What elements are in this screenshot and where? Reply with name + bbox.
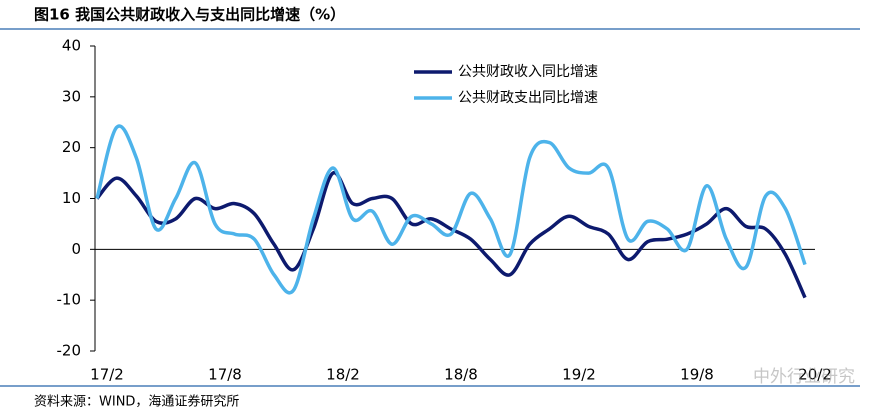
- source: 资料来源：WIND，海通证券研究所: [34, 394, 239, 410]
- x-tick-label: 20/2: [798, 366, 832, 384]
- x-tick-label: 18/8: [444, 366, 478, 384]
- x-tick-label: 19/8: [680, 366, 714, 384]
- y-tick-label: 30: [62, 87, 81, 105]
- series-line: [95, 171, 807, 299]
- x-tick-label: 17/2: [90, 366, 124, 384]
- x-tick-label: 19/2: [562, 366, 596, 384]
- chart-title: 图16 我国公共财政收入与支出同比增速（%）: [34, 6, 345, 24]
- y-tick-label: 0: [71, 240, 81, 258]
- x-tick-label: 18/2: [326, 366, 360, 384]
- y-tick-label: -10: [57, 291, 82, 309]
- y-tick-label: 10: [62, 189, 81, 207]
- x-tick-label: 17/8: [208, 366, 242, 384]
- y-tick-label: 40: [62, 37, 81, 55]
- series-line: [95, 124, 807, 295]
- legend-label: 公共财政收入同比增速: [458, 64, 598, 80]
- y-tick-label: -20: [57, 342, 82, 360]
- y-tick-label: 20: [62, 138, 81, 156]
- watermark: 中外行业研究: [753, 367, 855, 387]
- legend-label: 公共财政支出同比增速: [458, 90, 598, 106]
